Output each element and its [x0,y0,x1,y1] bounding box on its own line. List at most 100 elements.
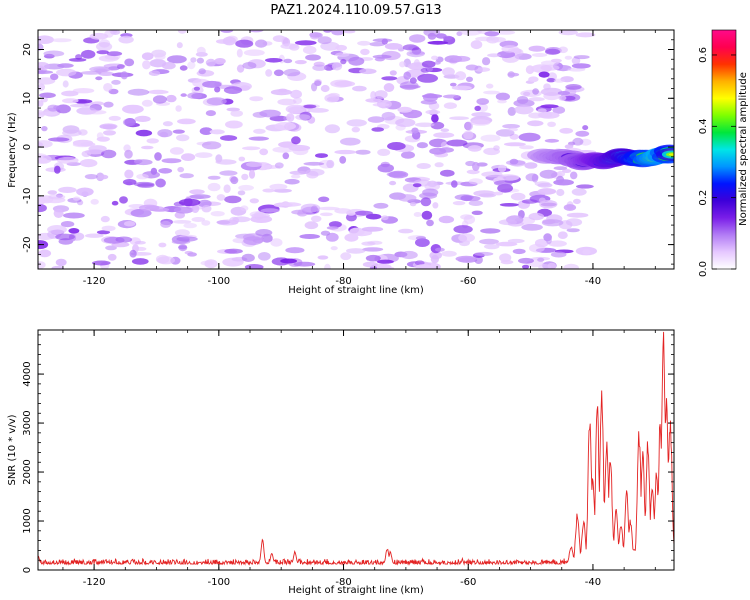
noise-blob [455,255,477,262]
snr-y-tick-label: 3000 [22,410,33,435]
noise-blob [403,71,412,80]
noise-blob [582,125,589,131]
noise-blob [326,159,335,169]
snr-y-axis-label: SNR (10 * v/v) [7,414,18,485]
noise-blob [80,71,102,75]
noise-blob [545,235,552,245]
noise-blob [522,264,530,269]
noise-blob [223,86,243,94]
noise-blob [205,110,216,117]
noise-blob [446,139,468,147]
noise-blob [449,116,469,120]
noise-blob [480,228,501,234]
noise-blob [331,62,343,71]
noise-blob [86,109,107,115]
noise-blob [183,222,197,229]
noise-blob [180,93,187,97]
noise-blob [284,178,300,185]
noise-blob [497,183,513,193]
noise-blob [575,130,590,137]
noise-blob [178,244,188,252]
noise-blob [573,55,590,60]
noise-blob [351,126,360,133]
noise-blob [472,161,480,171]
noise-blob [482,57,491,66]
noise-blob [527,120,544,127]
noise-blob [367,240,383,245]
noise-blob [324,93,340,103]
noise-blob [141,99,153,107]
noise-blob [369,42,385,47]
spectrogram-y-tick-label: 20 [22,43,33,56]
noise-blob [370,91,377,100]
noise-blob [441,250,457,257]
noise-blob [214,86,221,93]
noise-blob [146,138,159,144]
noise-blob [540,104,559,109]
noise-blob [452,55,471,62]
noise-blob [566,212,589,218]
noise-blob [546,78,556,83]
noise-blob [158,242,167,248]
noise-blob [487,53,501,58]
noise-blob [362,261,378,268]
noise-blob [556,188,565,197]
noise-blob [528,97,545,102]
noise-blob [307,108,329,113]
noise-blob [528,212,545,221]
noise-blob [101,149,117,159]
colorbar-ticks: 0.0 0.2 0.4 0.6 [698,47,736,277]
noise-blob [381,76,398,81]
noise-blob [288,144,311,152]
noise-blob [507,71,515,78]
noise-blob [466,76,473,83]
noise-blob [387,142,406,151]
noise-blob [324,124,340,134]
noise-blob [133,181,155,187]
spectrogram-y-axis-label: Frequency (Hz) [7,112,18,188]
noise-blob [173,206,194,214]
noise-blob [567,67,586,72]
noise-blob [225,120,243,129]
noise-blob [199,127,213,135]
noise-blob [123,221,136,227]
noise-blob [157,129,173,138]
noise-blob [191,217,206,222]
noise-blob [207,182,221,192]
noise-blob [540,64,560,71]
noise-blob [304,221,319,230]
noise-blob [291,209,307,215]
noise-blob [174,229,190,237]
snr-y-tick-label: 2000 [22,459,33,484]
noise-blob [38,43,44,51]
spectrogram-frame [37,29,675,270]
noise-blob [541,219,564,227]
noise-blob [72,196,81,201]
noise-blob [241,173,249,181]
noise-blob [377,163,394,173]
noise-blob [179,65,188,71]
noise-blob [416,163,431,169]
noise-blob [547,262,557,269]
noise-blob [426,66,433,72]
noise-blob [372,54,392,59]
noise-blob [265,58,283,63]
noise-blob [51,265,64,269]
noise-blob [371,127,385,132]
noise-blob [38,83,45,91]
noise-blob [131,258,149,265]
noise-blob [563,204,577,211]
noise-blob [51,38,72,43]
snr-x-tick-label: -120 [83,577,106,588]
noise-blob [362,247,384,252]
noise-blob [290,89,302,99]
noise-blob [176,134,190,142]
noise-blob [224,195,242,204]
noise-blob [55,233,75,241]
colorbar: 0.0 0.2 0.4 0.6 Normalized spectral amplitu… [698,29,749,277]
spectrogram-signal-ridge [527,144,674,171]
noise-blob [92,260,111,266]
noise-blob [162,121,173,127]
noise-blob [415,236,426,241]
noise-blob [415,238,430,248]
